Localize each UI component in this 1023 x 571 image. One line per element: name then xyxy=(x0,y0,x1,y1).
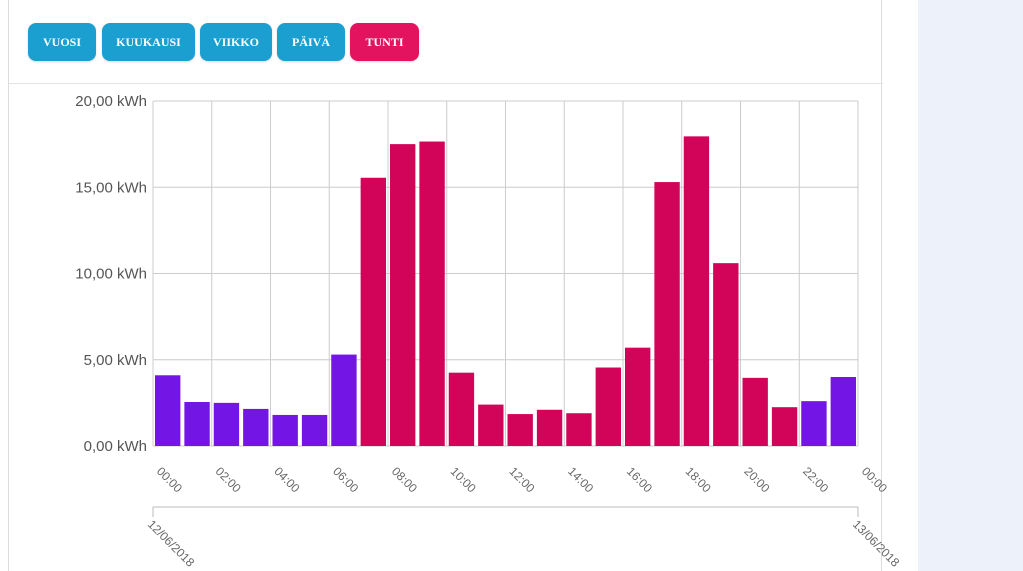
bar xyxy=(301,414,328,446)
bar xyxy=(830,377,856,446)
hourly-consumption-chart: 0,00 kWh 5,00 kWh 10,00 kWh 15,00 kWh 20,00 … xyxy=(75,93,903,570)
bar xyxy=(625,347,651,446)
x-tick-label: 00:00 xyxy=(154,464,185,495)
bar xyxy=(184,402,210,446)
x-tick-label: 20:00 xyxy=(741,464,772,495)
bar xyxy=(771,407,798,446)
y-tick-label: 0,00 kWh xyxy=(84,438,147,455)
hour-button[interactable]: TUNTI xyxy=(350,23,419,61)
bar xyxy=(213,402,240,446)
x-tick-label: 00:00 xyxy=(859,464,890,495)
side-panel xyxy=(918,0,1023,571)
bar xyxy=(536,409,563,446)
date-label: 12/06/2018 xyxy=(145,517,198,570)
week-button[interactable]: VIIKKO xyxy=(200,23,272,61)
bar xyxy=(448,372,475,446)
y-tick-label: 15,00 kWh xyxy=(75,179,147,196)
date-label: 13/06/2018 xyxy=(850,517,903,570)
bar xyxy=(654,182,680,446)
bar xyxy=(713,263,739,446)
bar xyxy=(683,136,710,447)
y-tick-label: 20,00 kWh xyxy=(75,93,147,110)
x-tick-label: 14:00 xyxy=(565,464,596,495)
bar xyxy=(243,408,269,446)
bar xyxy=(390,144,416,446)
bar xyxy=(360,177,386,446)
day-button[interactable]: PÄIVÄ xyxy=(277,23,345,61)
period-toolbar: VUOSI KUUKAUSI VIIKKO PÄIVÄ TUNTI xyxy=(9,0,883,84)
year-button[interactable]: VUOSI xyxy=(28,23,96,61)
y-tick-label: 10,00 kWh xyxy=(75,266,147,283)
y-tick-label: 5,00 kWh xyxy=(84,352,147,369)
x-tick-label: 04:00 xyxy=(271,464,302,495)
bar xyxy=(478,404,504,446)
x-tick-label: 12:00 xyxy=(506,464,537,495)
bar xyxy=(742,377,768,446)
bar xyxy=(507,414,533,446)
bar xyxy=(595,367,621,446)
bar xyxy=(566,413,592,446)
x-tick-label: 06:00 xyxy=(330,464,361,495)
bar xyxy=(272,414,298,446)
month-button[interactable]: KUUKAUSI xyxy=(102,23,195,61)
x-tick-label: 02:00 xyxy=(213,464,244,495)
x-tick-label: 16:00 xyxy=(624,464,655,495)
bar xyxy=(155,375,181,446)
x-tick-label: 08:00 xyxy=(389,464,420,495)
bar xyxy=(419,141,445,446)
bar xyxy=(331,354,357,446)
x-tick-label: 22:00 xyxy=(800,464,831,495)
x-tick-label: 10:00 xyxy=(448,464,479,495)
bar xyxy=(801,401,827,446)
x-tick-label: 18:00 xyxy=(683,464,714,495)
